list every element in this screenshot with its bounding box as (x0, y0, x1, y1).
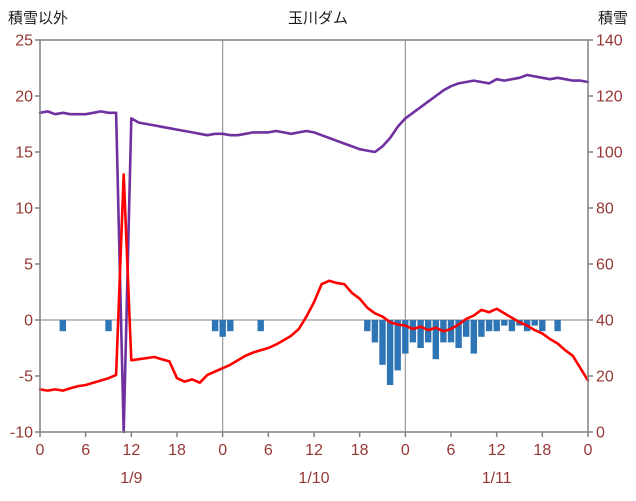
precipitation-bar (455, 320, 462, 348)
precipitation-bar (493, 320, 500, 332)
precipitation-bar (386, 320, 394, 385)
x-axis-tick-label: 12 (122, 442, 140, 459)
left-axis-tick-label: 25 (15, 33, 33, 50)
precipitation-bar (463, 320, 470, 337)
x-axis-tick-label: 12 (305, 442, 323, 459)
right-axis-tick-label: 140 (596, 33, 623, 50)
precipitation-bar (539, 320, 546, 332)
left-axis-tick-label: 15 (15, 145, 33, 162)
x-axis-tick-label: 6 (264, 442, 273, 459)
precipitation-bar (508, 320, 516, 332)
x-axis-tick-label: 18 (168, 442, 186, 459)
precipitation-bar (105, 320, 112, 332)
precipitation-bar (478, 320, 485, 337)
precipitation-bar (211, 320, 219, 332)
precipitation-bar (371, 320, 379, 343)
precipitation-bar (470, 320, 477, 354)
precipitation-bar (257, 320, 264, 332)
precipitation-bar (227, 320, 234, 332)
precipitation-bar (59, 320, 66, 332)
day-label: 1/10 (298, 470, 329, 487)
precipitation-bar (447, 320, 455, 343)
precipitation-bar (501, 320, 508, 326)
precipitation-bar (485, 320, 493, 332)
x-axis-tick-label: 6 (81, 442, 90, 459)
precipitation-bar (554, 320, 561, 332)
right-axis-tick-label: 60 (596, 257, 614, 274)
x-axis-tick-label: 6 (447, 442, 456, 459)
precipitation-bar (219, 320, 226, 337)
precipitation-bar (379, 320, 386, 365)
precipitation-bar (432, 320, 439, 360)
precipitation-bar (364, 320, 371, 332)
x-axis-tick-label: 18 (351, 442, 369, 459)
precipitation-bar (531, 320, 538, 326)
precipitation-bar (394, 320, 401, 371)
right-axis-tick-label: 0 (596, 425, 605, 442)
x-axis-tick-label: 0 (584, 442, 593, 459)
chart-title: 玉川ダム (287, 10, 348, 27)
right-axis-tick-label: 80 (596, 201, 614, 218)
right-axis-tick-label: 120 (596, 89, 623, 106)
right-axis-purple-line (38, 73, 590, 434)
right-axis-title: 積雪 (597, 10, 628, 27)
left-axis-tick-label: 10 (15, 201, 33, 218)
right-axis-tick-label: 100 (596, 145, 623, 162)
left-axis-red-line (38, 173, 590, 392)
left-axis-tick-label: -5 (19, 369, 33, 386)
x-axis-tick-label: 18 (533, 442, 551, 459)
left-axis-title: 積雪以外 (8, 10, 69, 27)
left-axis-tick-label: 0 (24, 313, 33, 330)
precipitation-bar (417, 320, 424, 348)
left-axis-tick-label: -10 (10, 425, 33, 442)
left-axis-tick-label: 20 (15, 89, 33, 106)
right-axis-tick-label: 40 (596, 313, 614, 330)
precipitation-bar (402, 320, 409, 354)
x-axis-tick-label: 12 (488, 442, 506, 459)
x-axis-tick-label: 0 (401, 442, 410, 459)
day-label: 1/9 (120, 470, 142, 487)
left-axis-tick-label: 5 (24, 257, 33, 274)
x-axis-tick-label: 0 (36, 442, 45, 459)
day-label: 1/11 (482, 470, 512, 487)
right-axis-tick-label: 20 (596, 369, 614, 386)
x-axis-tick-label: 0 (218, 442, 227, 459)
precipitation-bar (409, 320, 417, 343)
